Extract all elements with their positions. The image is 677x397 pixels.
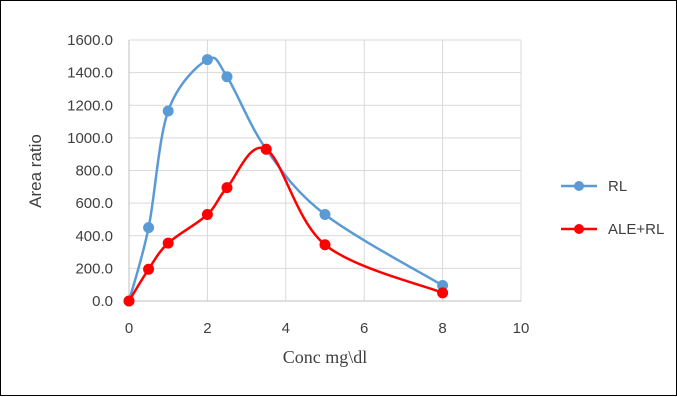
data-point [437, 287, 449, 299]
y-tick-label: 1000.0 [67, 130, 113, 147]
legend-item: RL [561, 178, 627, 195]
series-ale-rl [123, 143, 449, 307]
data-point [123, 295, 135, 307]
axes: 0.0 200.0 400.0 600.0 800.0 1000.0 1200.0 1400.… [67, 32, 529, 337]
y-tick-label: 1600.0 [67, 32, 113, 49]
data-point [260, 143, 272, 155]
x-tick-label: 10 [513, 320, 530, 337]
legend-swatch-marker [574, 181, 584, 191]
legend-label: ALE+RL [608, 221, 664, 238]
data-point [201, 54, 213, 66]
y-tick-label: 400.0 [75, 228, 113, 245]
data-point [162, 237, 174, 249]
series [123, 54, 449, 307]
y-tick-label: 0.0 [92, 293, 113, 310]
x-tick-label: 4 [282, 320, 290, 337]
y-tick-label: 1200.0 [67, 97, 113, 114]
y-tick-label: 600.0 [75, 195, 113, 212]
x-axis-title: Conc mg\dl [283, 347, 368, 367]
data-point [319, 209, 331, 221]
data-point [162, 105, 174, 117]
legend-item: ALE+RL [561, 221, 664, 238]
data-point [143, 263, 155, 275]
data-point [221, 71, 233, 83]
y-axis-title: Area ratio [26, 134, 45, 208]
legend: RL ALE+RL [561, 178, 664, 238]
legend-swatch-marker [574, 224, 584, 234]
x-tick-label: 2 [203, 320, 211, 337]
data-point [319, 239, 331, 251]
y-tick-label: 1400.0 [67, 65, 113, 82]
gridlines [129, 39, 522, 301]
data-point [201, 209, 213, 221]
x-tick-label: 6 [360, 320, 368, 337]
x-tick-label: 8 [438, 320, 446, 337]
y-tick-label: 800.0 [75, 163, 113, 180]
legend-label: RL [608, 178, 627, 195]
data-point [143, 222, 155, 234]
y-tick-label: 200.0 [75, 260, 113, 277]
data-point [221, 182, 233, 194]
x-tick-label: 0 [125, 320, 133, 337]
